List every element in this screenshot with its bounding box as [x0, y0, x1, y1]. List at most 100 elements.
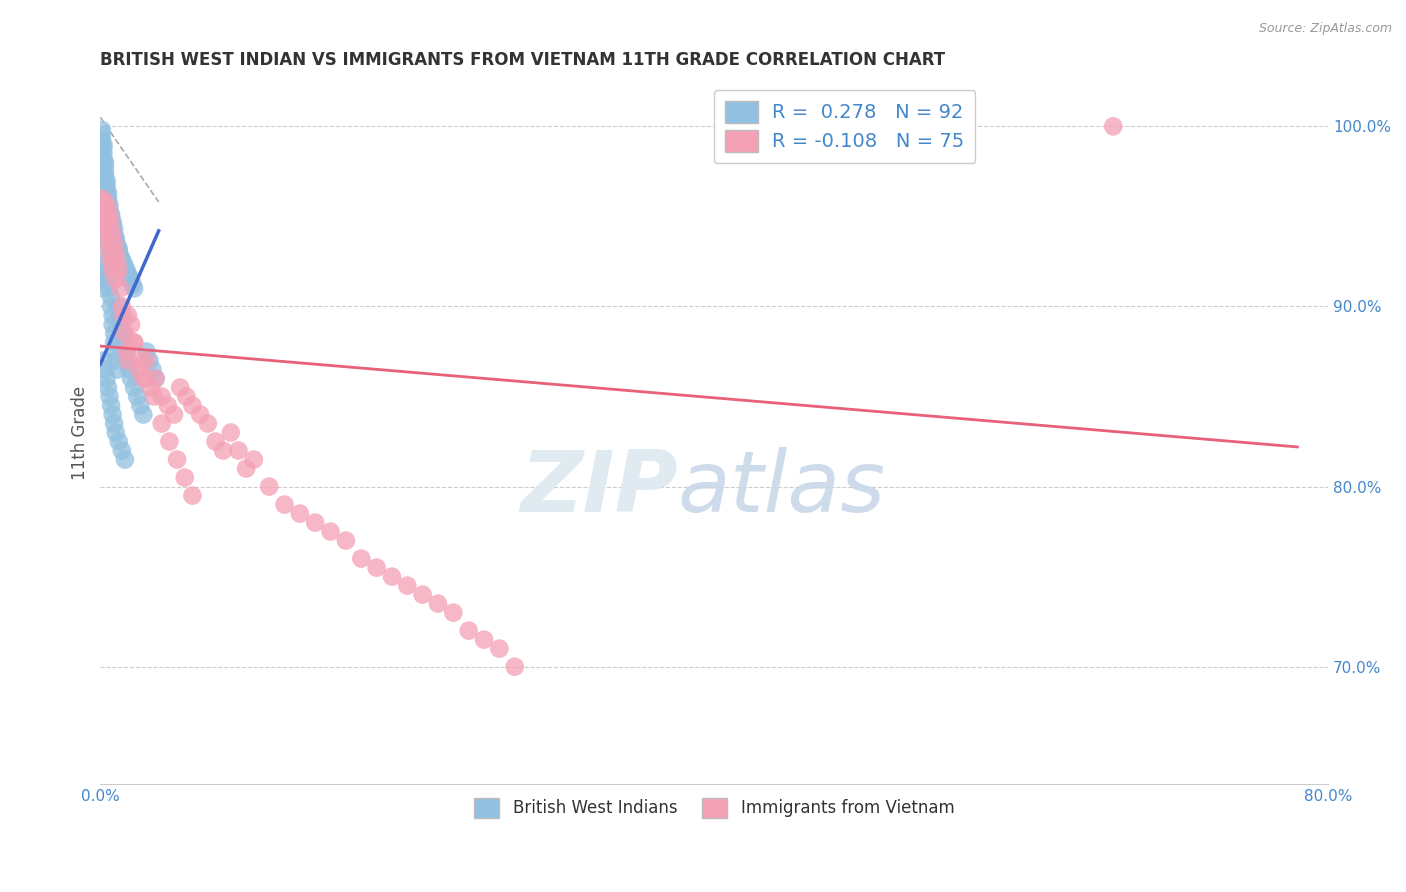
Point	[366, 560, 388, 574]
Point	[98, 204, 121, 219]
Point	[96, 245, 118, 260]
Point	[110, 281, 132, 295]
Point	[103, 222, 125, 236]
Point	[122, 335, 145, 350]
Point	[235, 461, 257, 475]
Point	[104, 425, 127, 440]
Point	[98, 281, 121, 295]
Point	[107, 242, 129, 256]
Point	[98, 199, 121, 213]
Point	[97, 191, 120, 205]
Point	[111, 318, 134, 332]
Point	[118, 362, 141, 376]
Point	[90, 191, 112, 205]
Point	[169, 380, 191, 394]
Point	[103, 236, 125, 251]
Point	[98, 245, 121, 260]
Point	[93, 141, 115, 155]
Point	[441, 606, 464, 620]
Point	[100, 211, 122, 226]
Point	[97, 201, 120, 215]
Point	[212, 443, 235, 458]
Text: ZIP: ZIP	[520, 447, 678, 530]
Point	[181, 399, 204, 413]
Point	[101, 215, 124, 229]
Point	[98, 390, 121, 404]
Point	[90, 134, 112, 148]
Point	[96, 210, 118, 224]
Point	[143, 390, 166, 404]
Point	[96, 177, 118, 191]
Point	[181, 489, 204, 503]
Point	[111, 443, 134, 458]
Point	[114, 260, 136, 274]
Point	[122, 380, 145, 394]
Point	[94, 362, 117, 376]
Point	[93, 146, 115, 161]
Point	[101, 309, 124, 323]
Point	[427, 597, 450, 611]
Point	[257, 479, 280, 493]
Point	[112, 326, 135, 341]
Point	[120, 318, 142, 332]
Point	[101, 318, 124, 332]
Point	[96, 227, 118, 242]
Point	[101, 219, 124, 233]
Point	[472, 632, 495, 647]
Point	[176, 390, 198, 404]
Point	[97, 186, 120, 200]
Point	[132, 371, 155, 385]
Point	[104, 231, 127, 245]
Point	[105, 362, 128, 376]
Point	[129, 399, 152, 413]
Point	[288, 507, 311, 521]
Point	[273, 498, 295, 512]
Point	[120, 274, 142, 288]
Point	[104, 344, 127, 359]
Point	[93, 152, 115, 166]
Point	[90, 263, 112, 277]
Point	[156, 399, 179, 413]
Point	[96, 182, 118, 196]
Point	[94, 227, 117, 242]
Point	[228, 443, 250, 458]
Point	[114, 326, 136, 341]
Point	[110, 249, 132, 263]
Point	[503, 659, 526, 673]
Point	[103, 417, 125, 431]
Point	[304, 516, 326, 530]
Point	[100, 254, 122, 268]
Point	[173, 470, 195, 484]
Point	[101, 263, 124, 277]
Point	[117, 353, 139, 368]
Point	[128, 362, 150, 376]
Point	[138, 353, 160, 368]
Point	[97, 194, 120, 209]
Point	[335, 533, 357, 548]
Point	[94, 219, 117, 233]
Point	[150, 417, 173, 431]
Point	[90, 128, 112, 143]
Point	[93, 201, 115, 215]
Point	[93, 353, 115, 368]
Point	[396, 579, 419, 593]
Point	[115, 344, 138, 359]
Point	[219, 425, 242, 440]
Point	[96, 236, 118, 251]
Point	[90, 123, 112, 137]
Point	[97, 263, 120, 277]
Point	[103, 227, 125, 242]
Point	[104, 353, 127, 368]
Point	[412, 588, 434, 602]
Point	[103, 326, 125, 341]
Point	[107, 434, 129, 449]
Point	[121, 277, 143, 292]
Point	[101, 227, 124, 242]
Point	[104, 272, 127, 286]
Point	[135, 353, 157, 368]
Point	[319, 524, 342, 539]
Point	[188, 408, 211, 422]
Point	[129, 353, 152, 368]
Point	[94, 219, 117, 233]
Point	[100, 208, 122, 222]
